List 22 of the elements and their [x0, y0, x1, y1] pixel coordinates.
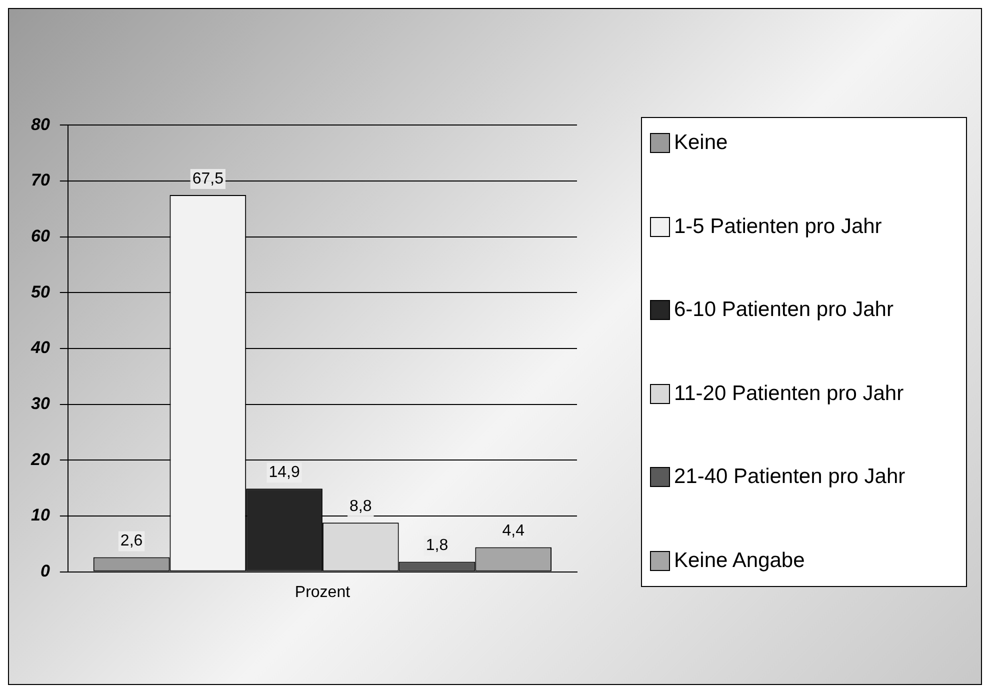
- data-label: 67,5: [192, 170, 224, 188]
- legend-label: 1-5 Patienten pro Jahr: [674, 214, 882, 240]
- y-tick-label: 30: [30, 394, 50, 414]
- legend-label: 11-20 Patienten pro Jahr: [674, 380, 904, 407]
- data-label: 14,9: [268, 464, 300, 482]
- y-tick-label: 60: [30, 226, 50, 246]
- data-label: 8,8: [350, 498, 372, 516]
- y-tick-label: 0: [40, 561, 50, 580]
- y-tick-label: 10: [30, 506, 50, 525]
- legend-label: 21-40 Patienten pro Jahr: [674, 464, 906, 490]
- y-tick-label: 50: [30, 282, 50, 302]
- y-tick-label: 70: [30, 170, 50, 190]
- y-tick-label: 20: [30, 450, 50, 469]
- x-tick-label: Prozent: [294, 584, 351, 601]
- data-label: 2,6: [120, 532, 143, 550]
- data-label: 1,8: [426, 537, 448, 554]
- legend-label: Keine Angabe: [674, 548, 805, 574]
- y-tick-label: 80: [30, 114, 50, 134]
- legend-label: 6-10 Patienten pro Jahr: [674, 297, 894, 324]
- data-label: 4,4: [502, 522, 525, 540]
- legend-label: Keine: [674, 130, 728, 156]
- y-tick-label: 40: [30, 338, 50, 358]
